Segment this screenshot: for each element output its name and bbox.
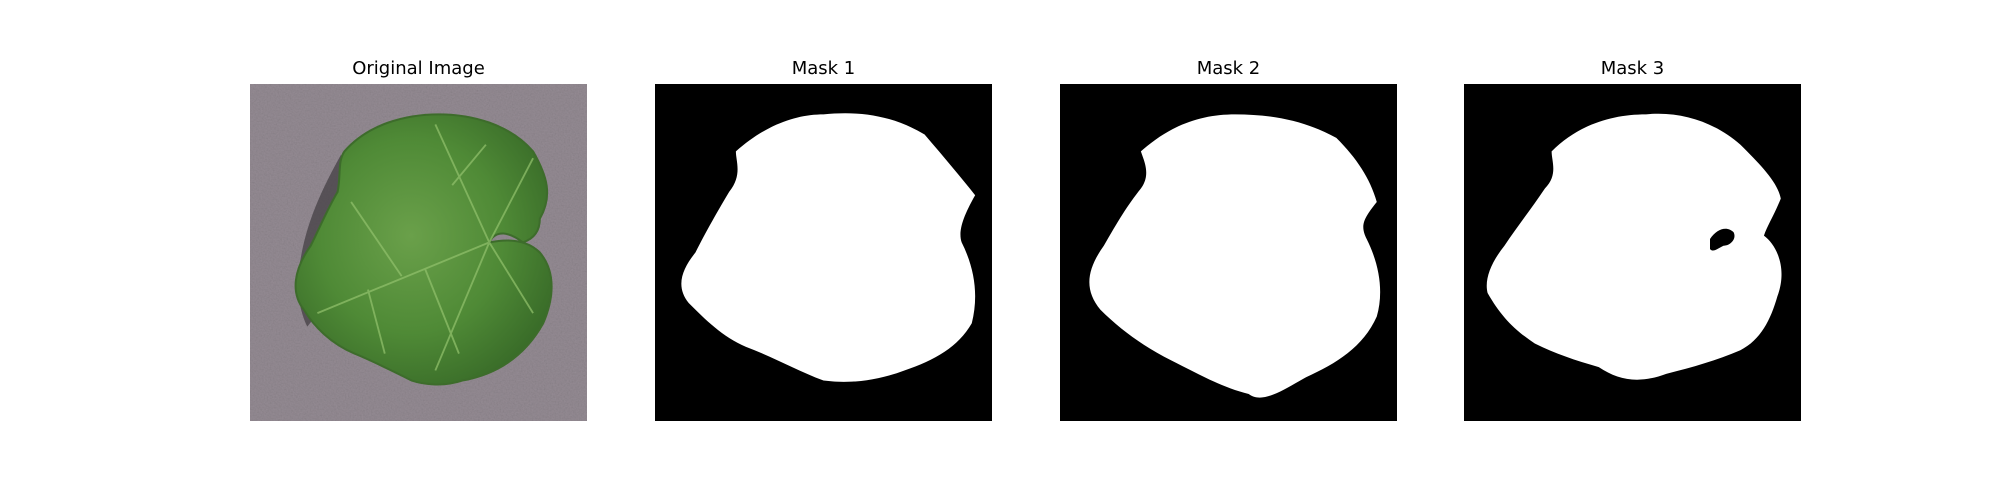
- original-image: [250, 84, 587, 421]
- mask-1-image: [655, 84, 992, 421]
- mask-2: [1060, 84, 1397, 421]
- panel-title-original-image: Original Image: [250, 58, 587, 80]
- mask-2-image: [1060, 84, 1397, 421]
- panel-title-mask-1: Mask 1: [655, 58, 992, 80]
- panel-title-mask-3: Mask 3: [1464, 58, 1801, 80]
- mask-1: [655, 84, 992, 421]
- leaf-photo: [250, 84, 587, 421]
- mask-3-image: [1464, 84, 1801, 421]
- panel-title-mask-2: Mask 2: [1060, 58, 1397, 80]
- mask-3: [1464, 84, 1801, 421]
